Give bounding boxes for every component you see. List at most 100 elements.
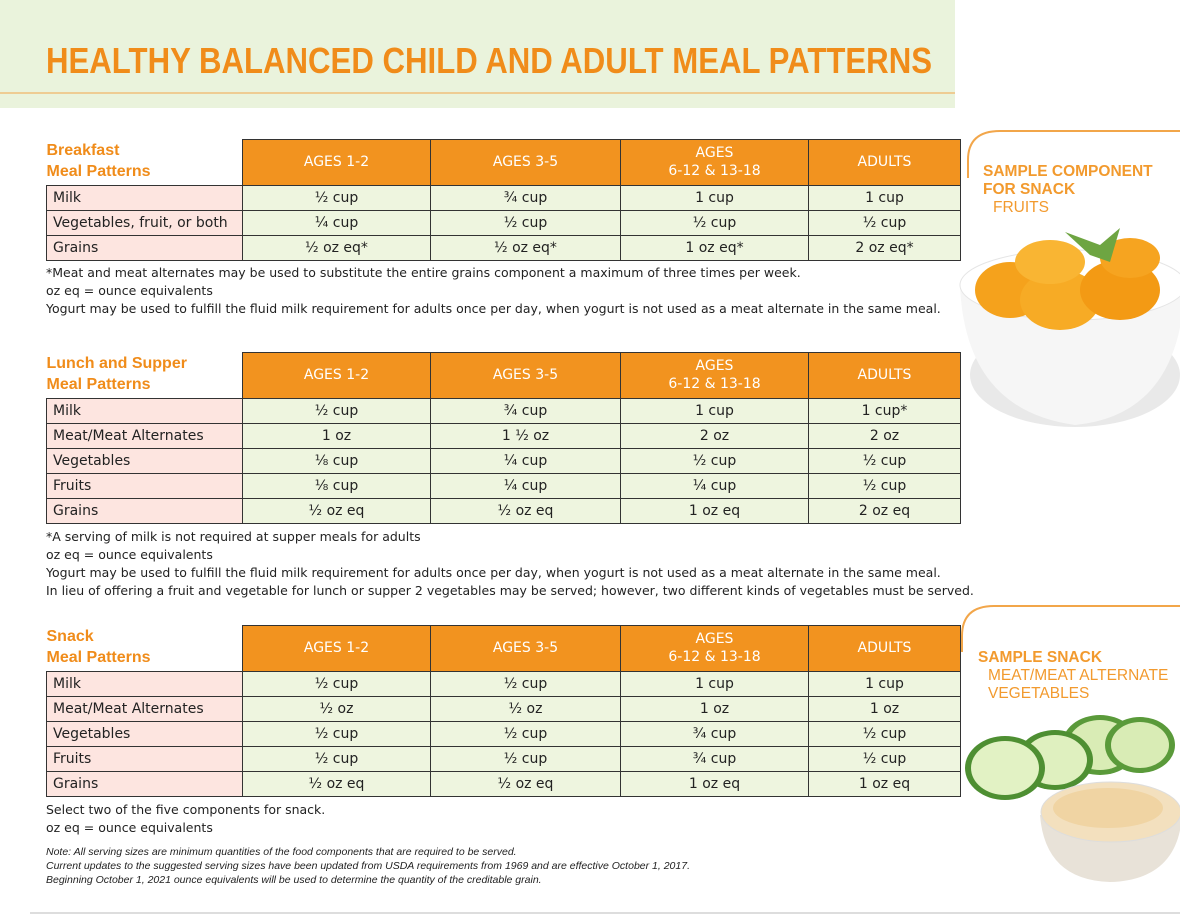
cell: 2 oz eq* xyxy=(808,234,961,261)
row-label: Vegetables xyxy=(46,447,243,474)
note: oz eq = ounce equivalents xyxy=(46,547,213,562)
column-header-line: AGES xyxy=(695,631,734,648)
table-row: Grains ½ oz eq ½ oz eq 1 oz eq 2 oz eq xyxy=(46,497,961,524)
cell: 1 oz xyxy=(620,695,809,722)
table-row: Meat/Meat Alternates 1 oz 1 ½ oz 2 oz 2 oz xyxy=(46,422,961,449)
row-label: Milk xyxy=(46,184,243,211)
table-row: Meat/Meat Alternates ½ oz ½ oz 1 oz 1 oz xyxy=(46,695,961,722)
column-header: AGES 6-12 & 13-18 xyxy=(620,625,809,672)
cell: ½ cup xyxy=(808,720,961,747)
header-row: Snack Meal Patterns AGES 1-2 AGES 3-5 AGES 6-… xyxy=(46,625,961,672)
cell: 1 oz xyxy=(808,695,961,722)
cell: ½ cup xyxy=(430,745,621,772)
column-header-line: AGES xyxy=(695,358,734,375)
cell: ½ cup xyxy=(620,209,809,236)
note: oz eq = ounce equivalents xyxy=(46,283,213,299)
header-row: Breakfast Meal Patterns AGES 1-2 AGES 3-5 AG… xyxy=(46,139,961,186)
cell: ½ oz eq xyxy=(430,770,621,797)
cell: ¼ cup xyxy=(430,472,621,499)
column-header: AGES 6-12 & 13-18 xyxy=(620,352,809,399)
column-header-line: AGES xyxy=(695,145,734,162)
sidebar-text: MEAT/MEAT ALTERNATE xyxy=(988,667,1169,684)
column-header-line: AGES 1-2 xyxy=(303,640,370,657)
row-label: Milk xyxy=(46,670,243,697)
cell: 1 ½ oz xyxy=(430,422,621,449)
cell: ¾ cup xyxy=(430,397,621,424)
cell: 1 oz eq xyxy=(808,770,961,797)
column-header-line: 6-12 & 13-18 xyxy=(668,649,761,666)
section-label: Lunch and Supper Meal Patterns xyxy=(46,352,243,398)
sidebar-text: FOR SNACK xyxy=(983,181,1076,198)
cell: 1 oz eq xyxy=(620,770,809,797)
note: Yogurt may be used to fulfill the fluid … xyxy=(46,301,941,317)
cell: ½ cup xyxy=(430,209,621,236)
row-label: Vegetables xyxy=(46,720,243,747)
column-header: AGES 6-12 & 13-18 xyxy=(620,139,809,186)
table-row: Fruits ½ cup ½ cup ¾ cup ½ cup xyxy=(46,745,961,772)
table-row: Grains ½ oz eq ½ oz eq 1 oz eq 1 oz eq xyxy=(46,770,961,797)
cell: ½ oz eq* xyxy=(430,234,621,261)
table-row: Milk ½ cup ¾ cup 1 cup 1 cup* xyxy=(46,397,961,424)
table-row: Grains ½ oz eq* ½ oz eq* 1 oz eq* 2 oz eq* xyxy=(46,234,961,261)
row-label: Grains xyxy=(46,234,243,261)
cell: ¼ cup xyxy=(620,472,809,499)
footnote: Note: All serving sizes are minimum quan… xyxy=(46,846,517,858)
cell: ½ cup xyxy=(620,447,809,474)
cell: ¾ cup xyxy=(430,184,621,211)
cell: ¾ cup xyxy=(620,720,809,747)
column-header-line: 6-12 & 13-18 xyxy=(668,163,761,180)
sidebar-frame xyxy=(967,130,1180,178)
cell: ½ cup xyxy=(242,397,431,424)
column-header: AGES 3-5 xyxy=(430,625,621,672)
cell: ½ cup xyxy=(808,745,961,772)
cell: ¼ cup xyxy=(430,447,621,474)
meal-table: Snack Meal Patterns AGES 1-2 AGES 3-5 AGES 6-… xyxy=(46,625,961,797)
header-band xyxy=(0,0,955,108)
cell: 1 oz xyxy=(242,422,431,449)
column-header-line: 6-12 & 13-18 xyxy=(668,376,761,393)
section-label-line: Meal Patterns xyxy=(46,375,151,393)
table-row: Vegetables ½ cup ½ cup ¾ cup ½ cup xyxy=(46,720,961,747)
section-label-line: Meal Patterns xyxy=(46,162,151,180)
section-label-line: Snack xyxy=(46,627,94,645)
table-row: Milk ½ cup ¾ cup 1 cup 1 cup xyxy=(46,184,961,211)
column-header-line: AGES 1-2 xyxy=(303,154,370,171)
sidebar-text: FRUITS xyxy=(993,199,1049,216)
row-label: Fruits xyxy=(46,745,243,772)
cell: ½ cup xyxy=(430,670,621,697)
cell: 1 cup xyxy=(808,670,961,697)
sidebar-text: SAMPLE COMPONENT xyxy=(983,163,1153,180)
column-header-line: AGES 3-5 xyxy=(492,640,559,657)
cell: ½ oz eq xyxy=(430,497,621,524)
cell: ½ oz xyxy=(242,695,431,722)
cell: ½ oz eq xyxy=(242,497,431,524)
cell: 1 cup* xyxy=(808,397,961,424)
cell: 1 oz eq* xyxy=(620,234,809,261)
cell: ½ cup xyxy=(430,720,621,747)
row-label: Grains xyxy=(46,497,243,524)
row-label: Milk xyxy=(46,397,243,424)
row-label: Grains xyxy=(46,770,243,797)
cell: 2 oz xyxy=(808,422,961,449)
column-header: AGES 1-2 xyxy=(242,139,431,186)
column-header-line: AGES 3-5 xyxy=(492,154,559,171)
column-header-line: ADULTS xyxy=(857,154,912,171)
cell: 2 oz eq xyxy=(808,497,961,524)
column-header-line: AGES 3-5 xyxy=(492,367,559,384)
table-row: Vegetables ⅛ cup ¼ cup ½ cup ½ cup xyxy=(46,447,961,474)
row-label: Meat/Meat Alternates xyxy=(46,695,243,722)
cell: ⅛ cup xyxy=(242,447,431,474)
row-label: Meat/Meat Alternates xyxy=(46,422,243,449)
cell: ⅛ cup xyxy=(242,472,431,499)
cell: ¾ cup xyxy=(620,745,809,772)
cell: ½ cup xyxy=(242,720,431,747)
table-row: Milk ½ cup ½ cup 1 cup 1 cup xyxy=(46,670,961,697)
cell: ½ cup xyxy=(808,472,961,499)
note: oz eq = ounce equivalents xyxy=(46,820,213,835)
footnote: Beginning October 1, 2021 ounce equivale… xyxy=(46,874,542,886)
cell: 1 cup xyxy=(808,184,961,211)
cell: ½ cup xyxy=(808,447,961,474)
cell: 1 cup xyxy=(620,670,809,697)
